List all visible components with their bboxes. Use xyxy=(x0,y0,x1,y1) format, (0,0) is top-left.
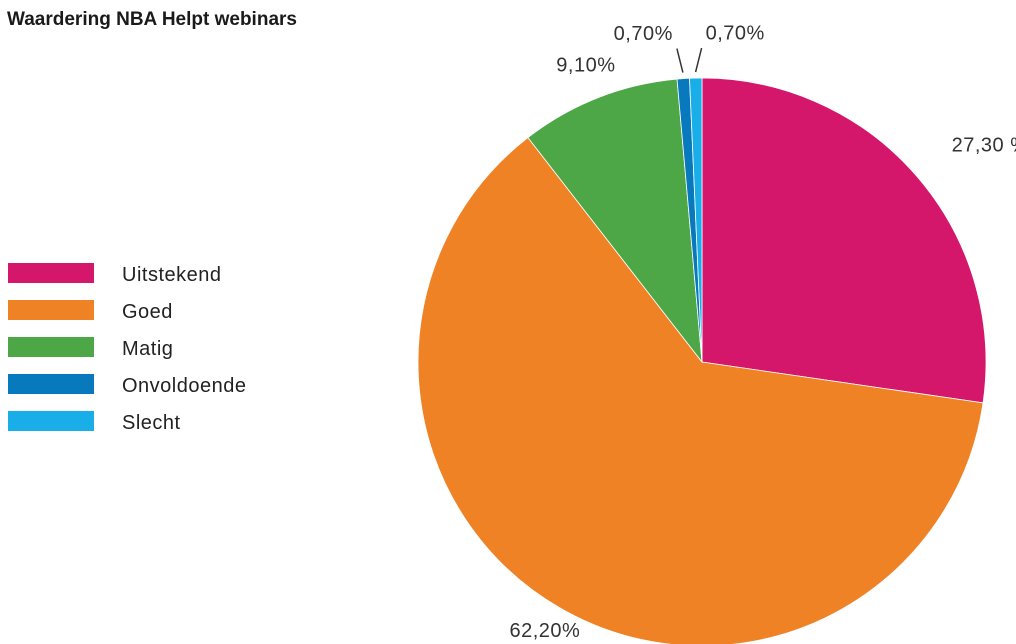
legend-swatch-slecht xyxy=(8,411,94,431)
data-label-onvoldoende: 0,70% xyxy=(614,23,673,45)
leader-line-onvoldoende xyxy=(676,48,684,73)
legend-swatch-goed xyxy=(8,300,94,320)
pie-slice-slecht xyxy=(689,77,703,363)
legend-swatch-matig xyxy=(8,337,94,357)
legend-label-uitstekend: Uitstekend xyxy=(122,264,222,286)
pie-slice-matig xyxy=(527,78,703,364)
legend-swatch-onvoldoende xyxy=(8,374,94,394)
legend-label-slecht: Slecht xyxy=(122,412,181,434)
pie-slice-uitstekend xyxy=(701,77,987,404)
leader-line-slecht xyxy=(694,47,703,73)
chart-title: Waardering NBA Helpt webinars xyxy=(7,9,297,30)
pie-slice-goed xyxy=(417,137,984,644)
data-label-uitstekend: 27,30 % xyxy=(952,134,1016,156)
data-label-matig: 9,10% xyxy=(556,54,615,76)
data-label-slecht: 0,70% xyxy=(706,22,765,44)
data-label-goed: 62,20% xyxy=(509,620,580,642)
legend-label-goed: Goed xyxy=(122,301,173,323)
legend-label-matig: Matig xyxy=(122,338,174,360)
legend-swatch-uitstekend xyxy=(8,263,94,283)
legend-label-onvoldoende: Onvoldoende xyxy=(122,375,247,397)
